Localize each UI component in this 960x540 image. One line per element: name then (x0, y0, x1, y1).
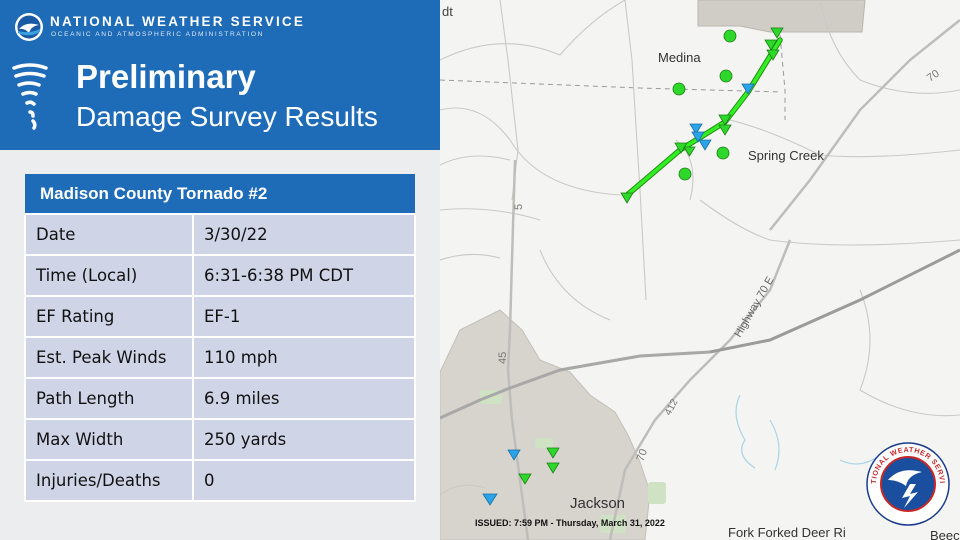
tornado-icon (12, 63, 48, 130)
map-label-river: Fork Forked Deer Ri (728, 525, 846, 540)
issued-timestamp: ISSUED: 7:59 PM - Thursday, March 31, 20… (475, 518, 665, 528)
table-header-row: Madison County Tornado #2 (25, 174, 415, 215)
row-label: Path Length (24, 377, 194, 420)
nws-seal-icon: NATIONAL WEATHER SERVICE (866, 442, 950, 526)
row-value: 110 mph (192, 336, 416, 379)
minor-roads (440, 0, 960, 496)
highway-70 (709, 248, 960, 354)
map-label-route-5: 5 (513, 204, 525, 210)
row-value: 0 (192, 459, 416, 502)
tornado-track (623, 37, 783, 199)
damage-map[interactable]: dt Medina Spring Creek Jackson Highway 7… (440, 0, 960, 540)
row-label: Injuries/Deaths (24, 459, 194, 502)
green-markers (518, 27, 784, 485)
title-line-2: Damage Survey Results (76, 101, 378, 132)
title-line-1: Preliminary (76, 58, 256, 95)
map-label-jackson: Jackson (570, 495, 625, 512)
table-row-ef-rating: EF Rating EF-1 (24, 295, 416, 338)
row-label: Date (24, 213, 194, 256)
row-label: Time (Local) (24, 254, 194, 297)
map-label-route-412: 412 (663, 397, 681, 417)
row-value: 3/30/22 (192, 213, 416, 256)
agency-name: NATIONAL WEATHER SERVICE (50, 14, 306, 29)
row-value: EF-1 (192, 295, 416, 338)
row-label: EF Rating (24, 295, 194, 338)
table-row-injuries: Injuries/Deaths 0 (24, 459, 416, 502)
table-row-time: Time (Local) 6:31-6:38 PM CDT (24, 254, 416, 297)
table-title: Madison County Tornado #2 (25, 174, 415, 215)
table-row-peak-winds: Est. Peak Winds 110 mph (24, 336, 416, 379)
map-label-spring-creek: Spring Creek (748, 148, 824, 163)
map-label-route-45: 45 (497, 352, 509, 364)
boundary-lines (440, 34, 786, 120)
map-label-beec: Beec (930, 528, 960, 540)
green-patches (480, 390, 666, 533)
map-label-highway: Highway 70 E (732, 275, 776, 340)
row-label: Max Width (24, 418, 194, 461)
map-label-medina: Medina (658, 50, 701, 65)
map-label-dt: dt (442, 4, 453, 19)
row-value: 6.9 miles (192, 377, 416, 420)
highway-west (440, 350, 711, 420)
agency-subtitle: OCEANIC AND ATMOSPHERIC ADMINISTRATION (51, 31, 264, 38)
row-value: 6:31-6:38 PM CDT (192, 254, 416, 297)
header-band: NATIONAL WEATHER SERVICE OCEANIC AND ATM… (0, 0, 440, 150)
survey-results-table: Madison County Tornado #2 Date 3/30/22 T… (24, 174, 416, 502)
table-row-max-width: Max Width 250 yards (24, 418, 416, 461)
table-row-date: Date 3/30/22 (24, 213, 416, 256)
row-value: 250 yards (192, 418, 416, 461)
green-dots (672, 29, 737, 181)
row-label: Est. Peak Winds (24, 336, 194, 379)
map-label-route-70-s: 70 (635, 447, 650, 463)
map-label-route-70-ne: 70 (925, 68, 942, 85)
noaa-logo-icon (15, 13, 43, 41)
table-row-path-length: Path Length 6.9 miles (24, 377, 416, 420)
blue-markers (482, 83, 755, 506)
info-panel: NATIONAL WEATHER SERVICE OCEANIC AND ATM… (0, 0, 440, 540)
jackson-urban-area (440, 309, 651, 540)
medina-urban-area (697, 0, 866, 33)
map-panel[interactable]: dt Medina Spring Creek Jackson Highway 7… (440, 0, 960, 540)
